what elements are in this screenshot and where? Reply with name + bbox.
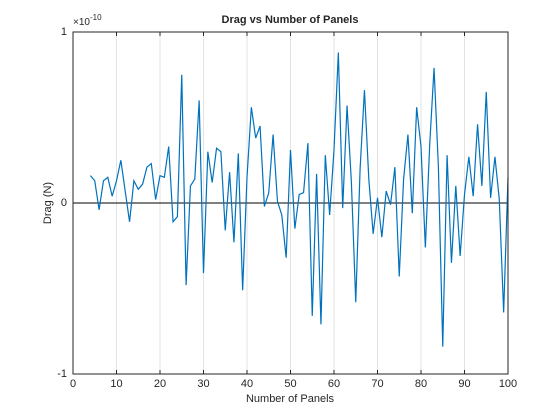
x-tick-label: 30 xyxy=(197,378,209,390)
y-tick-label: 0 xyxy=(61,197,67,209)
data-line xyxy=(89,52,509,347)
y-axis-label: Drag (N) xyxy=(42,182,54,224)
multiplier-exponent: -10 xyxy=(90,13,102,22)
multiplier-base: ×10 xyxy=(73,17,90,28)
y-tick-label: 1 xyxy=(61,26,67,38)
chart-title: Drag vs Number of Panels xyxy=(222,14,359,26)
x-tick-label: 50 xyxy=(284,378,296,390)
x-tick-label: 40 xyxy=(241,378,253,390)
x-tick-label: 80 xyxy=(415,378,427,390)
x-tick-label: 0 xyxy=(70,378,76,390)
y-tick-label: -1 xyxy=(57,368,67,380)
x-tick-label: 60 xyxy=(328,378,340,390)
x-tick-label: 10 xyxy=(110,378,122,390)
x-tick-label: 70 xyxy=(371,378,383,390)
x-axis-label: Number of Panels xyxy=(246,393,335,405)
x-tick-label: 20 xyxy=(154,378,166,390)
x-tick-label: 100 xyxy=(499,378,517,390)
x-tick-label: 90 xyxy=(458,378,470,390)
y-multiplier: ×10-10 xyxy=(73,13,102,28)
axes-box xyxy=(72,31,509,375)
